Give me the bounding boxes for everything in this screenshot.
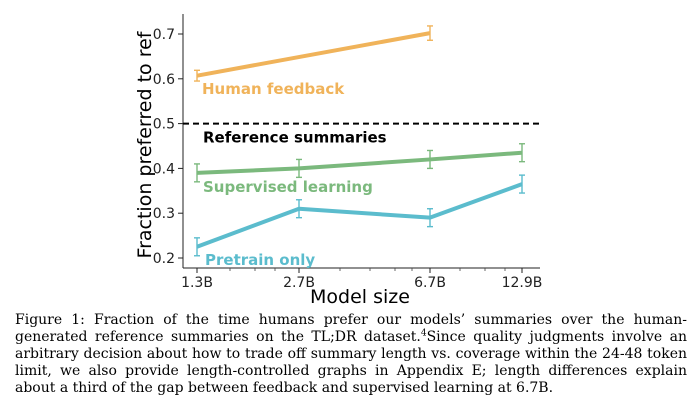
series-supervised-learning: Supervised learning (194, 143, 525, 196)
series-label: Pretrain only (205, 251, 315, 269)
series-line (196, 31, 431, 78)
chart: 0.2 0.3 0.4 0.5 0.6 0.7 1.3B 2.7B 6.7B 12.9B Refe… (134, 14, 543, 308)
series-human-feedback: Human feedback (194, 25, 433, 98)
series-label: Supervised learning (203, 178, 373, 196)
x-tick-label: 2.7B (283, 275, 315, 291)
series-line (196, 182, 523, 249)
series-group: Human feedback Supervised learning Pretrai… (194, 25, 525, 269)
y-tick-label: 0.3 (153, 206, 175, 222)
x-axis-title: Model size (310, 286, 410, 308)
series-label: Human feedback (202, 80, 345, 98)
figure-caption: Figure 1: Fraction of the time humans pr… (15, 312, 687, 397)
series-line (196, 150, 523, 175)
caption-lead: Figure 1: Fraction of the time humans pr… (15, 312, 687, 345)
reference-line-group: Reference summaries (183, 122, 540, 147)
x-tick-label: 12.9B (502, 275, 543, 291)
y-tick-label: 0.2 (153, 251, 175, 267)
y-axis-title: Fraction preferred to ref (134, 30, 156, 258)
x-tick-label: 6.7B (414, 275, 446, 291)
caption-footnote-mark: 4 (420, 328, 427, 339)
x-tick-label: 1.3B (181, 275, 213, 291)
y-tick-label: 0.7 (153, 27, 175, 43)
reference-line-label: Reference summaries (203, 129, 387, 147)
series-pretrain-only: Pretrain only (194, 174, 525, 269)
axes: 0.2 0.3 0.4 0.5 0.6 0.7 1.3B 2.7B 6.7B 12.9B (153, 14, 543, 291)
y-tick-label: 0.4 (153, 161, 175, 177)
y-tick-label: 0.5 (153, 117, 175, 133)
y-tick-label: 0.6 (153, 72, 175, 88)
caption-rest: Since quality judgments involve an arbit… (15, 329, 687, 396)
